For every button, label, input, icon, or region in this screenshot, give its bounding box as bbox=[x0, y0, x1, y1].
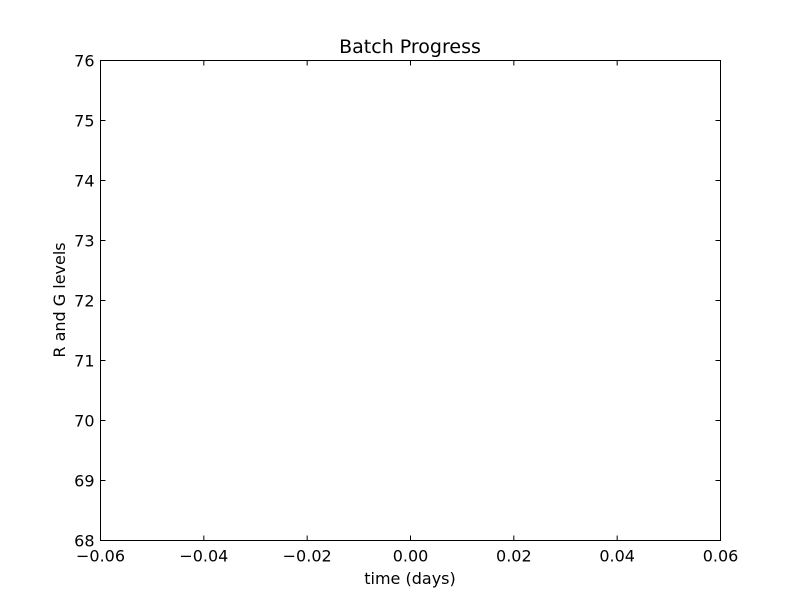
y-axis-ticks: 68 69 70 71 72 73 74 75 76 bbox=[74, 52, 721, 551]
y-tick-label: 75 bbox=[74, 112, 94, 131]
x-tick-label: 0.06 bbox=[703, 547, 739, 566]
plot-area-frame bbox=[100, 60, 721, 541]
y-tick-label: 73 bbox=[74, 232, 94, 251]
x-tick-label: 0.04 bbox=[599, 547, 635, 566]
y-tick-label: 76 bbox=[74, 52, 94, 71]
x-tick-label: −0.06 bbox=[76, 547, 125, 566]
chart-title: Batch Progress bbox=[339, 36, 481, 58]
x-axis-ticks: −0.06 −0.04 −0.02 0.00 0.02 0.04 0.06 bbox=[76, 60, 739, 566]
y-tick-label: 74 bbox=[74, 172, 94, 191]
y-tick-label: 68 bbox=[74, 532, 94, 551]
x-tick-label: 0.00 bbox=[393, 547, 429, 566]
y-tick-label: 70 bbox=[74, 412, 94, 431]
y-axis-label: R and G levels bbox=[50, 242, 69, 357]
x-tick-label: −0.04 bbox=[179, 547, 228, 566]
x-axis-label: time (days) bbox=[364, 569, 455, 588]
x-tick-label: −0.02 bbox=[283, 547, 332, 566]
x-tick-label: 0.02 bbox=[496, 547, 532, 566]
y-tick-label: 72 bbox=[74, 292, 94, 311]
y-tick-label: 69 bbox=[74, 472, 94, 491]
y-tick-label: 71 bbox=[74, 352, 94, 371]
